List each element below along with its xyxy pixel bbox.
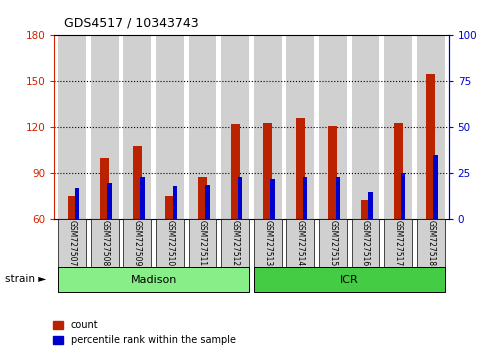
Text: GSM727510: GSM727510: [166, 220, 175, 267]
Bar: [263, 123, 272, 219]
Bar: [165, 196, 175, 219]
Bar: [91, 219, 119, 267]
Bar: [107, 183, 112, 219]
Bar: [189, 35, 216, 219]
Bar: [426, 74, 435, 219]
Bar: [189, 219, 216, 267]
Text: GSM727517: GSM727517: [393, 220, 403, 267]
Bar: [156, 219, 184, 267]
Bar: [58, 35, 86, 219]
Bar: [319, 219, 347, 267]
Bar: [384, 35, 412, 219]
Text: GSM727513: GSM727513: [263, 220, 272, 267]
Bar: [319, 35, 347, 219]
Bar: [286, 219, 314, 267]
Text: GSM727514: GSM727514: [296, 220, 305, 267]
Bar: [368, 192, 373, 219]
Bar: [254, 219, 282, 267]
Bar: [254, 35, 282, 219]
Bar: [296, 118, 305, 219]
Bar: [140, 177, 144, 219]
Legend: count, percentile rank within the sample: count, percentile rank within the sample: [49, 316, 240, 349]
Bar: [221, 219, 249, 267]
Bar: [58, 219, 86, 267]
Bar: [133, 146, 142, 219]
Text: GSM727515: GSM727515: [328, 220, 337, 267]
Text: GSM727516: GSM727516: [361, 220, 370, 267]
Bar: [173, 186, 177, 219]
Bar: [75, 188, 79, 219]
Bar: [100, 158, 109, 219]
Bar: [156, 35, 184, 219]
Bar: [221, 35, 249, 219]
Bar: [433, 155, 438, 219]
Bar: [352, 219, 380, 267]
Bar: [254, 267, 445, 292]
Text: GSM727509: GSM727509: [133, 220, 142, 267]
Text: GSM727508: GSM727508: [100, 220, 109, 267]
Bar: [123, 219, 151, 267]
Text: GSM727511: GSM727511: [198, 220, 207, 267]
Bar: [417, 35, 445, 219]
Text: ICR: ICR: [340, 275, 358, 285]
Bar: [352, 35, 380, 219]
Bar: [336, 177, 340, 219]
Bar: [384, 219, 412, 267]
Bar: [303, 177, 308, 219]
Bar: [417, 219, 445, 267]
Text: GSM727507: GSM727507: [68, 220, 76, 267]
Bar: [286, 35, 314, 219]
Text: GSM727512: GSM727512: [231, 220, 240, 267]
Text: Madison: Madison: [131, 275, 177, 285]
Bar: [393, 123, 403, 219]
Text: GDS4517 / 10343743: GDS4517 / 10343743: [64, 17, 199, 29]
Bar: [123, 35, 151, 219]
Bar: [91, 35, 119, 219]
Bar: [231, 124, 240, 219]
Bar: [68, 196, 77, 219]
Text: strain ►: strain ►: [5, 274, 46, 284]
Bar: [238, 177, 242, 219]
Bar: [401, 173, 405, 219]
Bar: [58, 267, 249, 292]
Bar: [198, 177, 207, 219]
Bar: [205, 184, 210, 219]
Bar: [361, 200, 370, 219]
Bar: [328, 126, 338, 219]
Bar: [270, 179, 275, 219]
Text: GSM727518: GSM727518: [426, 220, 435, 267]
